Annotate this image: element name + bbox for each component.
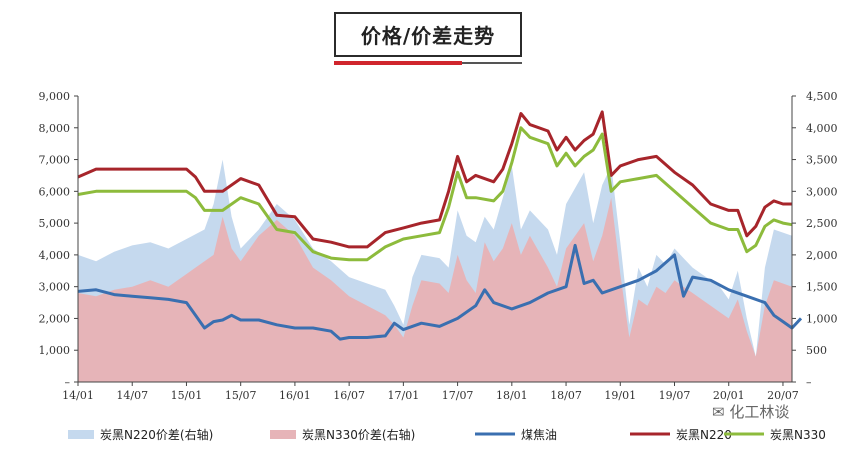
legend: 炭黑N220价差(右轴) 炭黑N330价差(右轴) 煤焦油 炭黑N220 炭黑N330 [68,427,826,442]
legend-label: 炭黑N330 [770,428,826,442]
y-right-tick-label: 2,000 [806,249,838,262]
watermark: ✉ 化工林谈 [712,401,789,422]
y-left-tick-label: – [65,376,71,389]
y-left-tick-label: 8,000 [39,122,71,135]
y-left-tick-label: 1,000 [39,344,71,357]
series-line-3 [77,110,792,249]
x-tick-label: 18/07 [550,389,582,402]
plot-lines [77,110,803,341]
x-tick-label: 19/01 [604,389,636,402]
series-area-1 [78,197,792,382]
y-right-tick-label: 4,500 [806,90,838,103]
y-left-tick-label: 4,000 [39,249,71,262]
y-right-tick-label: 1,500 [806,281,838,294]
title-accent-line [462,62,522,64]
y-right-tick-label: – [806,376,812,389]
x-tick-label: 17/07 [442,389,474,402]
series-line-2 [77,243,803,341]
x-tick-label: 16/07 [333,389,365,402]
x-tick-label: 14/07 [116,389,148,402]
x-tick-label: 18/01 [496,389,528,402]
y-right-tick-label: 2,500 [806,217,838,230]
x-tick-label: 20/01 [713,389,745,402]
x-tick-label: 16/01 [279,389,311,402]
y-left-tick-label: 9,000 [39,90,71,103]
x-tick-label: 20/07 [767,389,799,402]
y-right-tick-label: 4,000 [806,122,838,135]
chart-title-box: 价格/价差走势 [334,12,522,57]
plot-areas [78,159,792,382]
y-left-tick-label: 2,000 [39,312,71,325]
y-left-tick-label: 3,000 [39,281,71,294]
legend-label: 煤焦油 [521,428,557,442]
y-left-tick-label: 5,000 [39,217,71,230]
x-tick-label: 15/01 [171,389,203,402]
y-right-tick-label: 1,000 [806,312,838,325]
y-right-tick-label: 500 [806,344,827,357]
legend-label: 炭黑N220 [676,428,732,442]
chart-title: 价格/价差走势 [360,24,496,48]
legend-label: 炭黑N330价差(右轴) [302,427,415,442]
x-tick-label: 14/01 [62,389,94,402]
legend-label: 炭黑N220价差(右轴) [100,427,213,442]
y-right-tick-label: 3,500 [806,154,838,167]
wechat-icon: ✉ [712,403,725,421]
legend-swatch [270,430,296,439]
y-left-tick-label: 6,000 [39,185,71,198]
title-accent-bar [334,61,462,65]
y-left-tick-label: 7,000 [39,154,71,167]
x-tick-label: 17/01 [388,389,420,402]
x-tick-label: 19/07 [659,389,691,402]
axes: – 1,000 2,000 3,000 4,000 5,000 6,000 7,000 8,00… [39,90,838,402]
y-right-tick-label: 3,000 [806,185,838,198]
x-tick-label: 15/07 [225,389,257,402]
watermark-text: 化工林谈 [729,403,790,421]
legend-swatch [68,430,94,439]
series-line-4 [77,126,793,262]
